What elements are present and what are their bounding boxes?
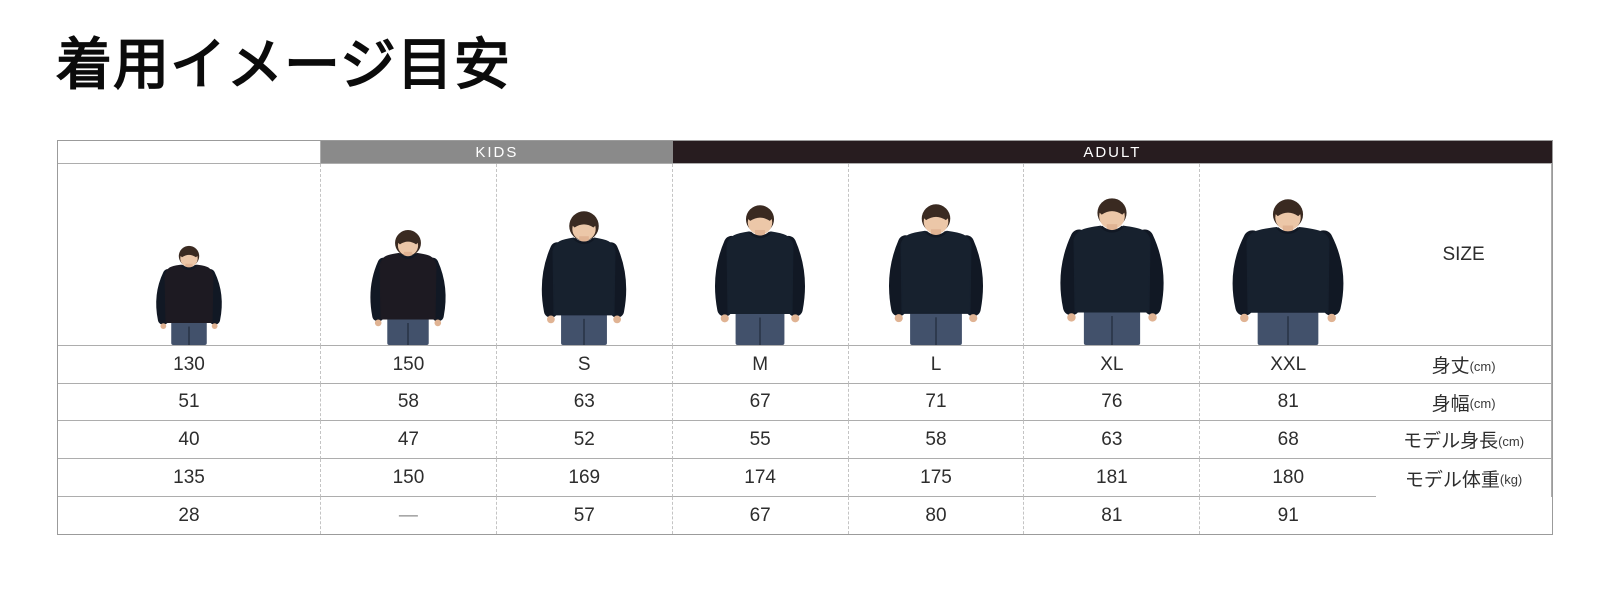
model-photo-l [848,164,1025,346]
row-label-unit: (cm) [1498,433,1525,449]
cell-value: XXL [1270,353,1307,375]
body-length-value-s: 63 [496,384,673,421]
cell-value: 40 [178,428,200,450]
cell-value: 68 [1277,428,1299,450]
row-label-text: 身丈 [1431,356,1470,377]
body-length-value-l: 71 [848,384,1025,421]
model-height-value-130: 135 [58,459,321,497]
cell-value: 67 [749,391,771,412]
cell-value: 51 [178,391,200,412]
body-length-value-150: 58 [321,384,497,421]
row-label-model-weight: モデル体重 (kg) [1376,459,1552,497]
model-height-value-150: 150 [321,459,497,497]
cell-value: 63 [573,391,595,412]
body-length-value-xxl: 81 [1200,384,1377,421]
cell-value: 47 [397,428,419,450]
model-photo-xxl [1200,164,1377,346]
model-height-value-xl: 181 [1024,459,1201,497]
model-photo-150 [321,164,497,346]
cell-value: — [398,504,418,526]
row-label-unit: (cm) [1469,358,1496,374]
table-corner-cell [58,141,321,164]
model-height-value-xxl: 180 [1200,459,1377,497]
row-label-unit: (cm) [1469,396,1496,411]
size-value-s: S [496,346,673,384]
model-height-value-l: 175 [848,459,1025,497]
body-width-value-xl: 63 [1024,421,1201,459]
body-width-value-s: 52 [496,421,673,459]
size-value-xxl: XXL [1200,346,1377,384]
size-value-m: M [672,346,849,384]
size-value-l: L [848,346,1025,384]
cell-value: 55 [749,428,771,450]
cell-value: 150 [392,466,425,488]
body-length-value-130: 51 [58,384,321,421]
cell-value: 181 [1096,466,1128,488]
model-weight-value-xxl: 91 [1200,497,1376,534]
cell-value: XL [1100,353,1124,375]
cell-value: 169 [568,466,601,488]
model-photo-m [672,164,849,346]
row-label-body-width: 身幅 (cm) [1376,384,1552,421]
cell-value: 71 [925,391,947,412]
row-label-text: モデル身長 [1403,431,1499,452]
cell-value: 80 [925,504,947,526]
size-value-xl: XL [1024,346,1201,384]
body-length-value-m: 67 [672,384,849,421]
cell-value: 174 [744,466,776,488]
model-photo-s [496,164,673,346]
cell-value: 76 [1101,391,1123,412]
cell-value: 57 [573,504,595,526]
model-photo-130 [58,164,321,346]
row-label-text: SIZE [1442,243,1485,265]
body-width-value-130: 40 [58,421,321,459]
cell-value: 175 [920,466,952,488]
cell-value: 28 [178,504,200,526]
body-width-value-150: 47 [321,421,497,459]
row-label-body-length: 身丈 (cm) [1376,346,1552,384]
cell-value: M [752,353,769,375]
row-label-size: SIZE [1376,164,1552,346]
row-label-text: 身幅 [1431,393,1470,415]
model-weight-value-l: 80 [849,497,1025,534]
cell-value: 52 [573,428,595,450]
row-label-text: モデル体重 [1404,469,1500,491]
model-photo-xl [1024,164,1201,346]
size-value-130: 130 [58,346,321,384]
row-label-unit: (kg) [1499,472,1523,487]
cell-value: 81 [1101,504,1123,526]
row-label-model-height: モデル身長 (cm) [1376,421,1552,459]
model-weight-value-130: 28 [58,497,321,534]
size-chart-table: KIDS ADULT [57,140,1553,535]
cell-value: 58 [925,428,947,450]
cell-value: 91 [1277,504,1299,526]
body-width-value-l: 58 [848,421,1025,459]
cell-value: L [930,353,942,375]
body-width-value-m: 55 [672,421,849,459]
model-weight-value-s: 57 [497,497,673,534]
model-height-value-s: 169 [496,459,673,497]
cell-value: 150 [392,353,425,375]
cell-value: 58 [397,391,419,412]
cell-value: 130 [173,353,205,375]
cell-value: S [577,353,591,375]
group-header-adult: ADULT [672,141,1552,164]
page-title: 着用イメージ目安 [56,33,511,96]
group-header-kids: KIDS [321,141,673,164]
body-length-value-xl: 76 [1024,384,1201,421]
size-value-150: 150 [321,346,497,384]
body-width-value-xxl: 68 [1200,421,1377,459]
model-height-value-m: 174 [672,459,849,497]
cell-value: 135 [173,466,205,488]
cell-value: 63 [1101,428,1123,450]
cell-value: 67 [749,504,771,526]
model-weight-value-xl: 81 [1024,497,1201,534]
model-weight-value-m: 67 [673,497,849,534]
cell-value: 180 [1272,466,1305,488]
model-weight-value-150: — [321,497,497,534]
cell-value: 81 [1277,391,1299,412]
